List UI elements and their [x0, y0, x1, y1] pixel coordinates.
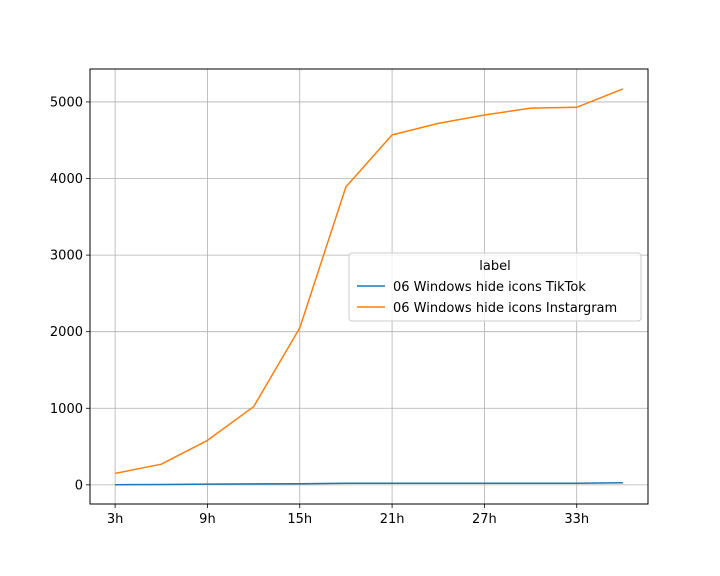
grid-lines [90, 69, 648, 504]
legend-title: label [479, 259, 510, 274]
y-tick-label: 0 [75, 478, 83, 493]
y-tick-label: 4000 [50, 172, 83, 187]
x-tick-label: 3h [107, 512, 124, 527]
x-tick-label: 15h [287, 512, 312, 527]
x-tick-label: 21h [380, 512, 405, 527]
legend-box [348, 252, 642, 322]
y-tick-label: 3000 [50, 249, 83, 264]
y-tick-label: 1000 [50, 402, 83, 417]
axis-ticks: 0 1000 2000 3000 4000 5000 3h 9h 15h 21h 27h 33h [50, 95, 589, 527]
y-tick-label: 5000 [50, 95, 83, 110]
legend-label-tiktok: 06 Windows hide icons TikTok [393, 280, 586, 295]
legend-label-instagram: 06 Windows hide icons Instargram [393, 301, 617, 316]
series-line-tiktok [115, 481, 623, 486]
x-tick-label: 9h [199, 512, 216, 527]
series-line-instagram [114, 88, 624, 475]
series-lines [114, 88, 624, 486]
legend: label 06 Windows hide icons TikTok 06 Wi… [348, 252, 642, 322]
y-tick-label: 2000 [50, 325, 83, 340]
x-tick-label: 33h [564, 512, 589, 527]
plot-area-frame [89, 68, 649, 505]
x-tick-label: 27h [472, 512, 497, 527]
